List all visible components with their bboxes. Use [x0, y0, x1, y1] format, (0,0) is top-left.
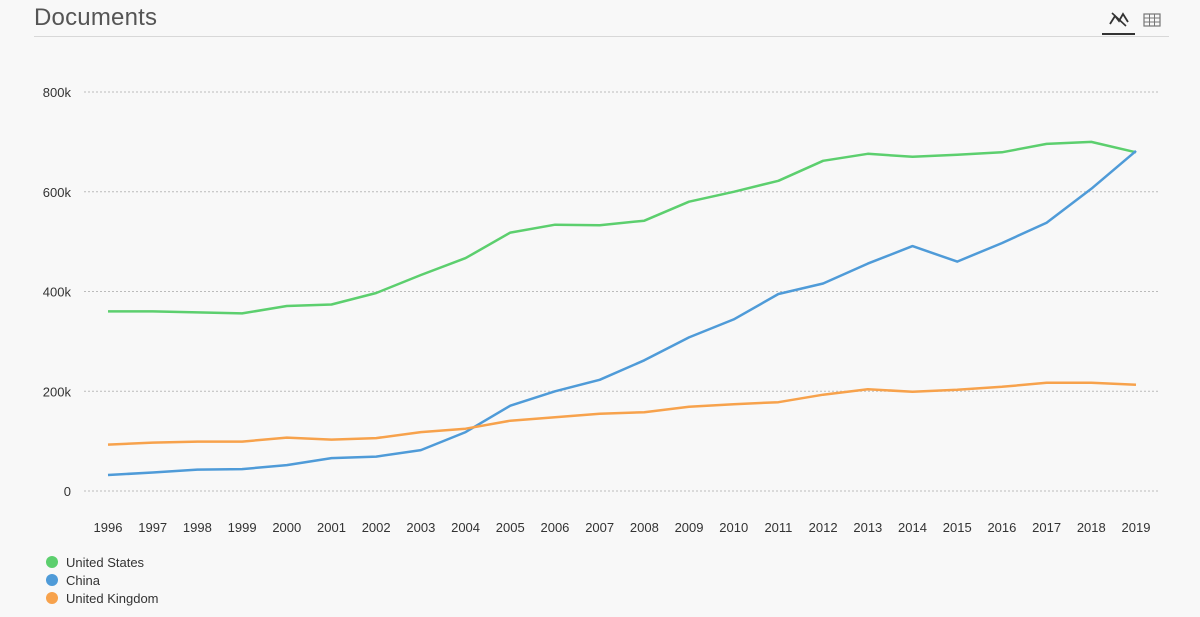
x-tick-label: 2016: [987, 520, 1016, 535]
x-tick-label: 2011: [764, 520, 792, 535]
x-tick-label: 2002: [362, 520, 391, 535]
table-view-button[interactable]: [1135, 4, 1168, 35]
table-icon: [1142, 12, 1161, 27]
y-tick-label: 0: [64, 484, 71, 499]
x-tick-label: 1998: [183, 520, 212, 535]
line-chart: 0 200k 400k 600k 800k 1996 1997 1998 1999 2000 20…: [43, 85, 1160, 535]
x-tick-label: 2018: [1077, 520, 1106, 535]
y-tick-label: 400k: [43, 285, 72, 300]
chart-legend: United States China United Kingdom: [46, 553, 159, 607]
x-tick-label: 2003: [406, 520, 435, 535]
x-tick-label: 2006: [540, 520, 569, 535]
x-tick-label: 2005: [496, 520, 525, 535]
x-tick-label: 2017: [1032, 520, 1061, 535]
x-tick-label: 2019: [1122, 520, 1151, 535]
page-title: Documents: [34, 4, 158, 31]
x-tick-label: 2010: [719, 520, 748, 535]
x-tick-label: 2015: [943, 520, 972, 535]
series-line-united-kingdom[interactable]: [107, 381, 1137, 446]
grid-lines: [84, 91, 1160, 492]
legend-item[interactable]: United Kingdom: [46, 589, 159, 607]
legend-item[interactable]: China: [46, 571, 159, 589]
x-tick-label: 2000: [272, 520, 301, 535]
x-tick-label: 1997: [138, 520, 167, 535]
legend-dot-icon: [46, 556, 58, 568]
line-chart-icon: [1108, 11, 1129, 27]
x-tick-label: 1999: [228, 520, 257, 535]
legend-item[interactable]: United States: [46, 553, 159, 571]
x-tick-label: 2001: [317, 520, 346, 535]
x-tick-label: 1996: [94, 520, 123, 535]
series-line-united-states[interactable]: [108, 140, 1137, 315]
line-chart-view-button[interactable]: [1102, 4, 1135, 35]
x-tick-label: 2004: [451, 520, 480, 535]
legend-label: United Kingdom: [66, 590, 159, 606]
y-axis-ticks: 0 200k 400k 600k 800k: [43, 85, 72, 499]
x-axis-ticks: 1996 1997 1998 1999 2000 2001 2002 2003 2004 2005…: [94, 520, 1151, 535]
x-tick-label: 2008: [630, 520, 659, 535]
y-tick-label: 200k: [43, 384, 72, 399]
series-lines: [107, 140, 1137, 477]
x-tick-label: 2013: [853, 520, 882, 535]
legend-dot-icon: [46, 592, 58, 604]
legend-dot-icon: [46, 574, 58, 586]
legend-label: United States: [66, 554, 145, 570]
y-tick-label: 800k: [43, 85, 72, 100]
x-tick-label: 2007: [585, 520, 614, 535]
y-tick-label: 600k: [43, 185, 72, 200]
chart-header: Documents: [34, 0, 1169, 37]
x-tick-label: 2012: [809, 520, 838, 535]
x-tick-label: 2009: [675, 520, 704, 535]
legend-label: China: [66, 572, 100, 588]
x-tick-label: 2014: [898, 520, 927, 535]
series-line-china[interactable]: [107, 149, 1137, 477]
